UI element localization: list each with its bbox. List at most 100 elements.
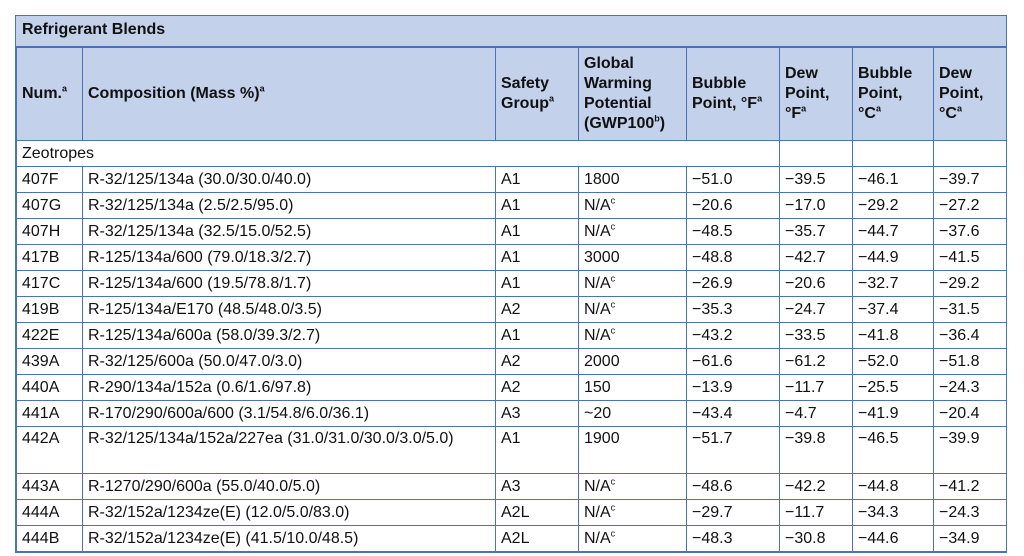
cell-dew-point-c: −24.3 [933,374,1007,401]
cell-bubble-point-c-text: −41.8 [858,327,899,344]
cell-dew-point-f: −42.2 [779,473,853,500]
cell-num-text: 407H [22,223,61,240]
cell-safety-group: A1 [495,322,579,349]
cell-dew-point-f: −35.7 [779,218,853,245]
header-row: Num.a Composition (Mass %)a Safety Groupa G… [16,47,1007,141]
cell-composition-text: R-290/134a/152a (0.6/1.6/97.8) [88,379,312,396]
cell-bubble-point-c: −44.7 [852,218,934,245]
cell-bubble-point-f-text: −51.7 [692,430,733,447]
footnote-marker: c [610,195,616,206]
table-row: 407G R-32/125/134a (2.5/2.5/95.0) A1 N/Ac −2… [16,192,1007,219]
cell-bubble-point-f: −61.6 [686,348,780,375]
footnote-marker: a [801,103,807,114]
cell-num-text: 442A [22,430,60,447]
cell-safety-group-text: A1 [501,249,521,266]
cell-dew-point-c-text: −29.2 [939,275,980,292]
cell-safety-group: A2L [495,499,579,526]
cell-bubble-point-c: −41.9 [852,400,934,427]
cell-composition: R-32/125/600a (50.0/47.0/3.0) [82,348,496,375]
cell-bubble-point-f-text: −43.2 [692,327,733,344]
cell-bubble-point-f: −43.4 [686,400,780,427]
cell-dew-point-c-text: −20.4 [939,405,980,422]
cell-dew-point-c-text: −41.5 [939,249,980,266]
cell-composition: R-1270/290/600a (55.0/40.0/5.0) [82,473,496,500]
cell-bubble-point-c: −52.0 [852,348,934,375]
cell-bubble-point-f: −48.5 [686,218,780,245]
cell-dew-point-c: −37.6 [933,218,1007,245]
cell-gwp: ~20 [578,400,687,427]
cell-gwp: N/Ac [578,270,687,297]
cell-gwp: 3000 [578,244,687,271]
header-text: Num. [22,85,62,102]
cell-dew-point-c-text: −34.9 [939,530,980,547]
cell-bubble-point-f: −20.6 [686,192,780,219]
cell-composition-text: R-32/125/600a (50.0/47.0/3.0) [88,353,303,370]
cell-composition-text: R-1270/290/600a (55.0/40.0/5.0) [88,478,321,495]
footnote-marker: a [62,83,68,94]
footnote-marker: c [610,502,616,513]
cell-composition-text: R-32/152a/1234ze(E) (12.0/5.0/83.0) [88,504,350,521]
cell-safety-group-text: A3 [501,405,521,422]
cell-num: 419B [16,296,83,323]
cell-bubble-point-c-text: −34.3 [858,504,899,521]
cell-num-text: 439A [22,353,60,370]
table-row: 439A R-32/125/600a (50.0/47.0/3.0) A2 2000 −… [16,348,1007,375]
cell-gwp: 2000 [578,348,687,375]
cell-safety-group-text: A3 [501,478,521,495]
cell-composition-text: R-32/125/134a (2.5/2.5/95.0) [88,197,294,214]
table-row: 440A R-290/134a/152a (0.6/1.6/97.8) A2 150 −… [16,374,1007,401]
cell-safety-group: A3 [495,473,579,500]
footnote-marker: c [610,325,616,336]
cell-composition: R-125/134a/600a (58.0/39.3/2.7) [82,322,496,349]
cell-num: 407G [16,192,83,219]
cell-gwp-text: N/A [584,504,611,521]
header-gwp: Global Warming Potential (GWP100b) [578,47,687,141]
group-empty-cell [933,140,1007,167]
cell-bubble-point-f-text: −61.6 [692,353,733,370]
cell-composition: R-32/125/134a (2.5/2.5/95.0) [82,192,496,219]
cell-num: 417B [16,244,83,271]
cell-gwp: 1800 [578,166,687,193]
cell-safety-group: A1 [495,270,579,297]
cell-num: 444A [16,499,83,526]
cell-bubble-point-f: −26.9 [686,270,780,297]
cell-dew-point-f-text: −42.7 [785,249,826,266]
footnote-marker: a [259,83,265,94]
cell-gwp-text: 2000 [584,353,620,370]
cell-dew-point-c: −20.4 [933,400,1007,427]
cell-dew-point-f: −20.6 [779,270,853,297]
cell-gwp-text: 3000 [584,249,620,266]
cell-bubble-point-c: −44.8 [852,473,934,500]
cell-num-text: 407G [22,197,62,214]
cell-dew-point-f: −11.7 [779,499,853,526]
cell-bubble-point-f-text: −35.3 [692,301,733,318]
cell-bubble-point-c-text: −44.9 [858,249,899,266]
table-row: 444A R-32/152a/1234ze(E) (12.0/5.0/83.0) A… [16,499,1007,526]
table-row: 419B R-125/134a/E170 (48.5/48.0/3.5) A2 N/A… [16,296,1007,323]
cell-bubble-point-f-text: −13.9 [692,379,733,396]
cell-composition: R-32/152a/1234ze(E) (12.0/5.0/83.0) [82,499,496,526]
cell-bubble-point-f-text: −29.7 [692,504,733,521]
table-row: 442A R-32/125/134a/152a/227ea (31.0/31.0/… [16,426,1007,474]
cell-bubble-point-f: −51.0 [686,166,780,193]
cell-dew-point-f-text: −33.5 [785,327,826,344]
cell-gwp-text: N/A [584,301,611,318]
cell-num-text: 419B [22,301,60,318]
cell-gwp: N/Ac [578,525,687,552]
cell-bubble-point-f-text: −48.8 [692,249,733,266]
cell-bubble-point-c-text: −37.4 [858,301,899,318]
cell-bubble-point-f: −43.2 [686,322,780,349]
footnote-marker: c [610,273,616,284]
cell-bubble-point-f: −35.3 [686,296,780,323]
cell-safety-group-text: A1 [501,223,521,240]
cell-gwp-text: 1900 [584,430,620,447]
cell-dew-point-c: −51.8 [933,348,1007,375]
cell-bubble-point-c: −32.7 [852,270,934,297]
cell-safety-group-text: A1 [501,197,521,214]
cell-dew-point-c-text: −27.2 [939,197,980,214]
cell-dew-point-f: −42.7 [779,244,853,271]
cell-dew-point-f-text: −42.2 [785,478,826,495]
cell-safety-group-text: A2 [501,379,521,396]
cell-safety-group: A2 [495,296,579,323]
cell-composition-text: R-32/125/134a (30.0/30.0/40.0) [88,171,312,188]
